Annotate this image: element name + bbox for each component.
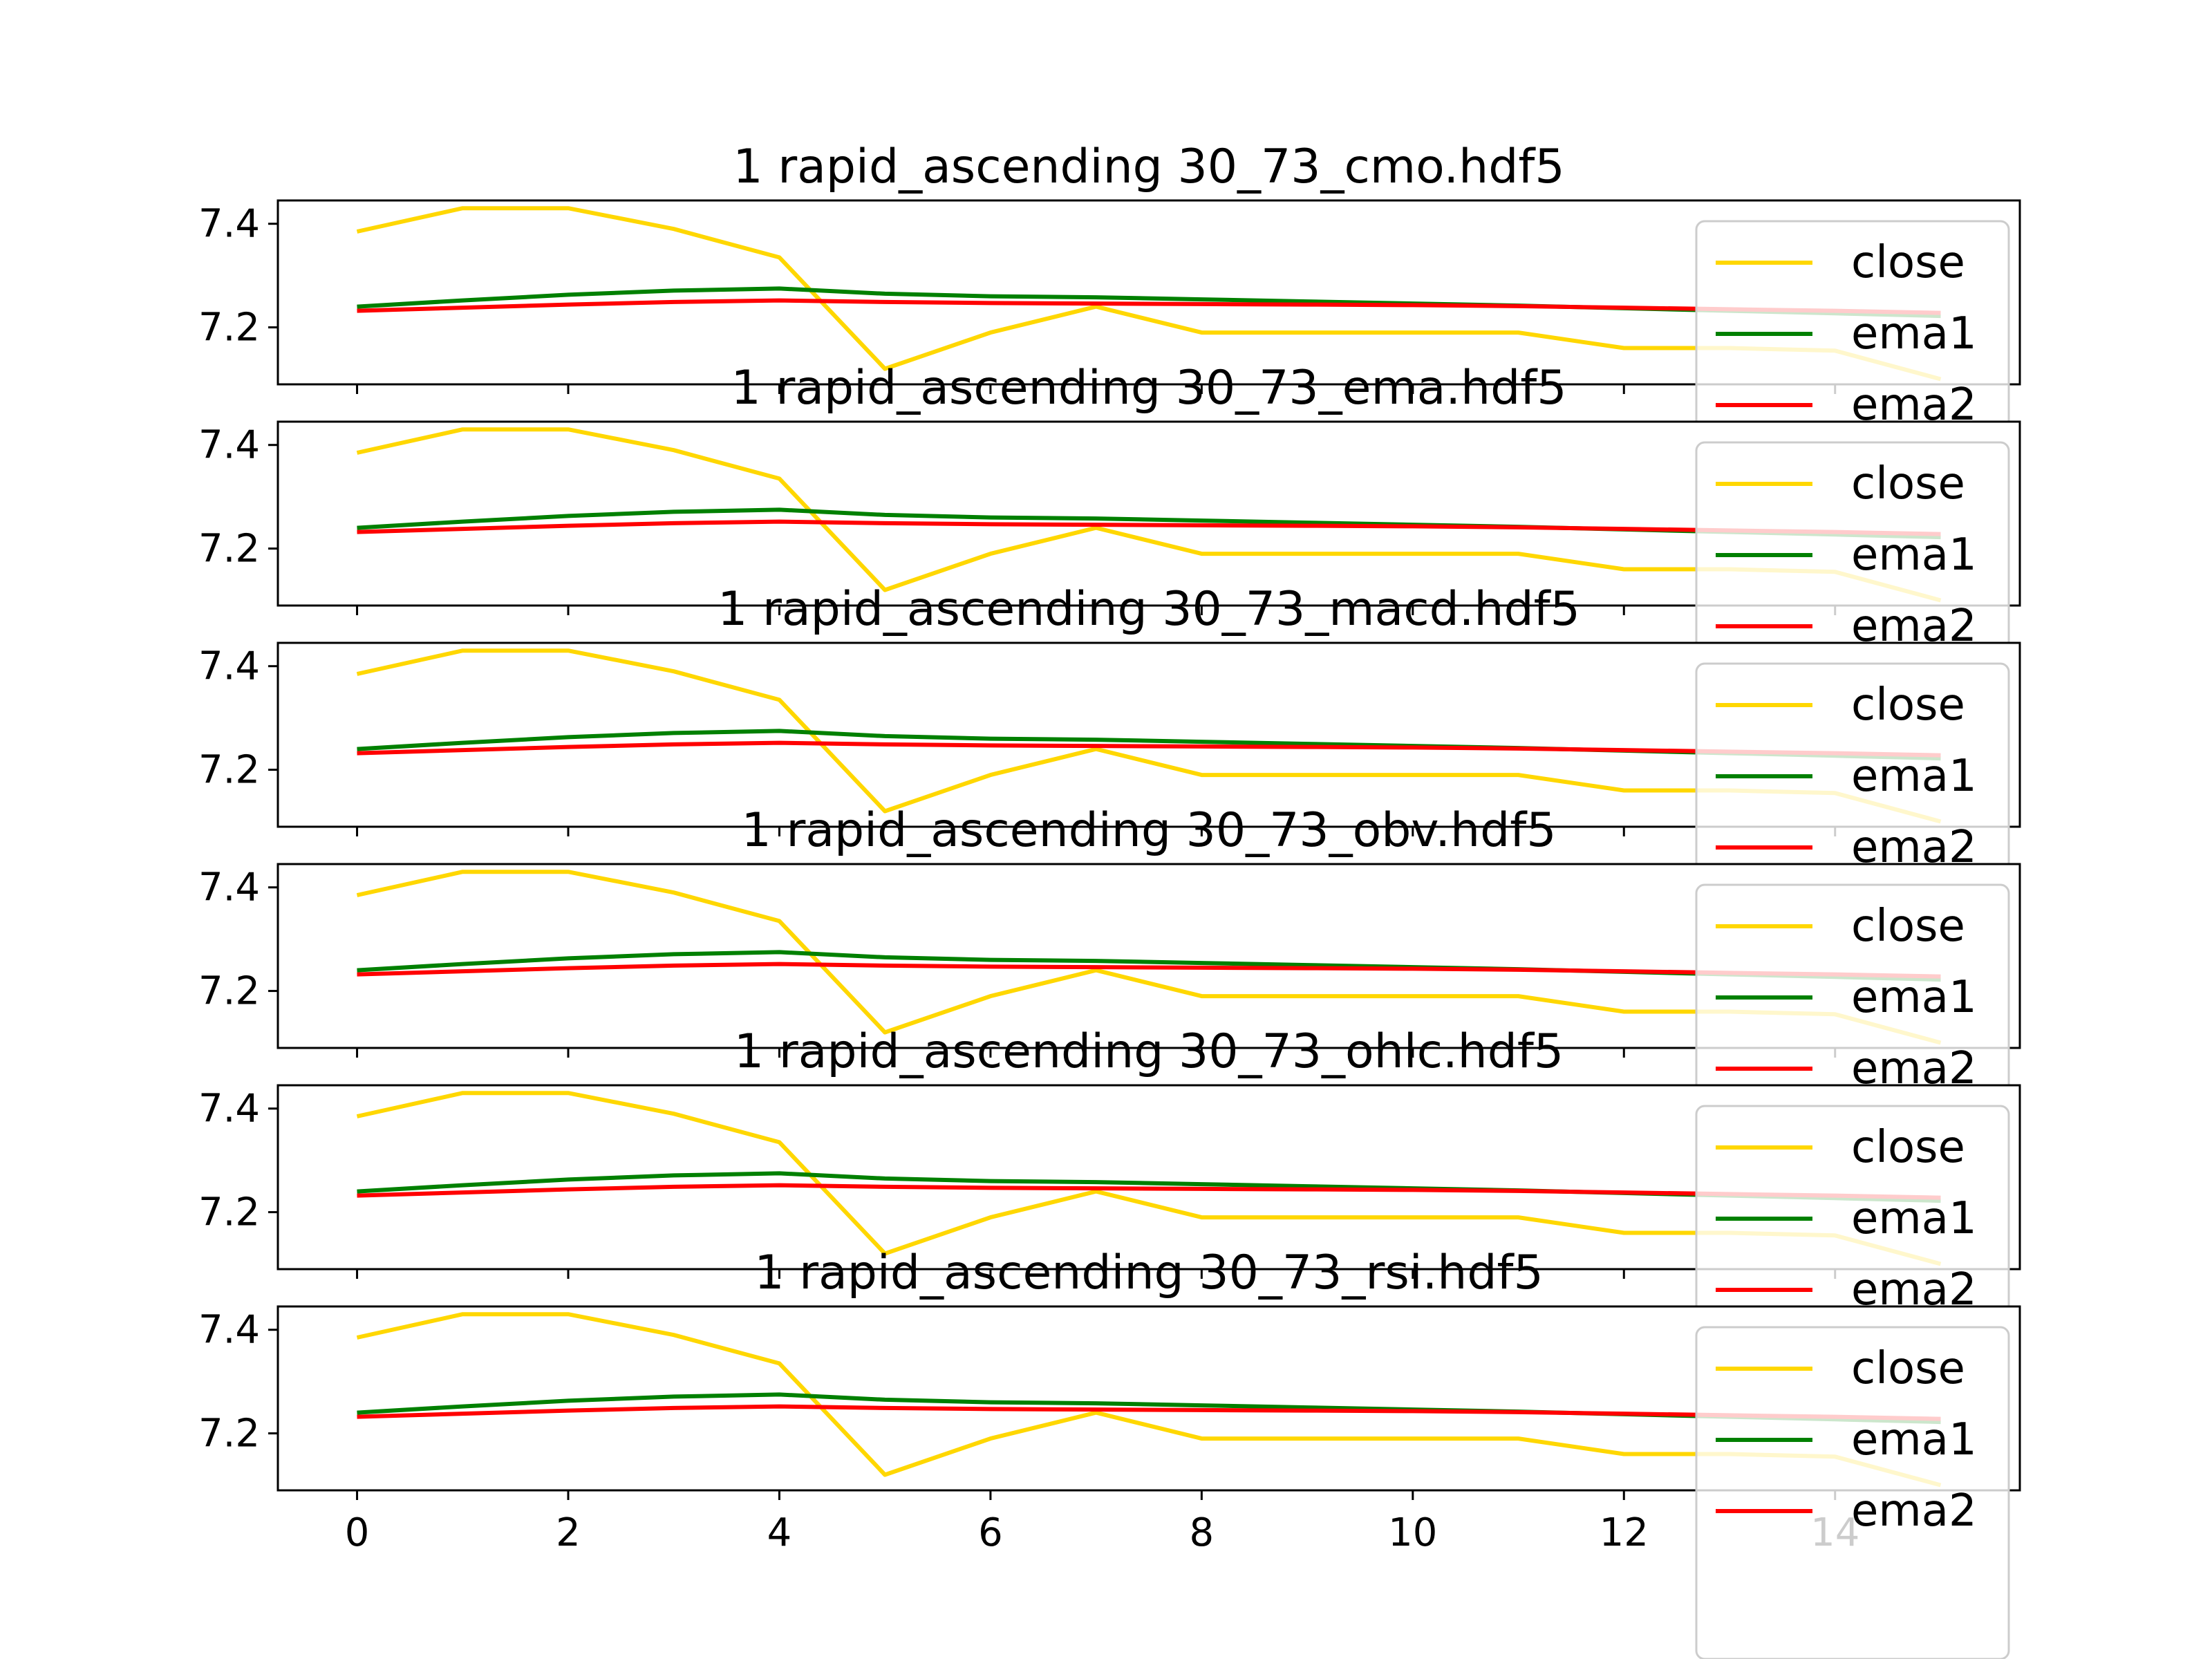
subplot-title: 1 rapid_ascending 30_73_ohlc.hdf5 (734, 1024, 1564, 1079)
subplot-title: 1 rapid_ascending 30_73_macd.hdf5 (718, 582, 1580, 637)
series-line-ema2 (357, 1404, 1941, 1421)
x-tick-label: 12 (1600, 1510, 1649, 1555)
series-line-close (356, 1312, 1942, 1488)
series-line-close (356, 206, 1942, 382)
y-tick-label: 7.4 (198, 1308, 260, 1353)
y-tick-label: 7.2 (198, 969, 260, 1014)
y-tick-label: 7.2 (198, 748, 260, 793)
subplot-grid: 1 rapid_ascending 30_73_cmo.hdf5 7.2 7.4 cl… (198, 140, 2021, 1659)
y-tick-label: 7.4 (198, 644, 260, 689)
legend-label-ema1: ema1 (1851, 972, 1977, 1023)
legend-label-ema1: ema1 (1851, 751, 1977, 802)
series-line-close (356, 648, 1942, 824)
legend-box (1695, 1326, 2010, 1659)
axes-frame (276, 641, 2021, 828)
x-tick-label: 8 (1190, 1510, 1215, 1555)
subplot-title: 1 rapid_ascending 30_73_rsi.hdf5 (754, 1246, 1544, 1300)
y-tick-label: 7.2 (198, 527, 260, 572)
series-line-ema2 (357, 962, 1941, 979)
legend-label-ema1: ema1 (1851, 308, 1977, 359)
axes-frame (276, 420, 2021, 607)
x-tick-label: 0 (345, 1510, 370, 1555)
x-tick-label: 2 (556, 1510, 581, 1555)
x-tick-label: 10 (1388, 1510, 1437, 1555)
legend-label-ema1: ema1 (1851, 1414, 1977, 1465)
legend-label-close: close (1851, 237, 1965, 288)
subplot-title: 1 rapid_ascending 30_73_ema.hdf5 (731, 361, 1567, 415)
legend-label-close: close (1851, 679, 1965, 731)
series-line-ema2 (357, 298, 1941, 315)
axes-frame (276, 863, 2021, 1049)
series-line-close (356, 870, 1942, 1045)
axes-frame (276, 199, 2021, 386)
y-tick-label: 7.4 (198, 423, 260, 468)
y-tick-label: 7.2 (198, 1412, 260, 1456)
series-line-close (356, 427, 1942, 603)
legend-label-ema2: ema2 (1851, 1485, 1977, 1537)
x-tick-label: 6 (978, 1510, 1003, 1555)
x-tick-label: 4 (767, 1510, 792, 1555)
axes-frame (276, 1305, 2021, 1492)
legend-label-close: close (1851, 901, 1965, 952)
legend-label-close: close (1851, 458, 1965, 509)
y-tick-label: 7.4 (198, 865, 260, 910)
legend-label-close: close (1851, 1343, 1965, 1394)
y-tick-label: 7.4 (198, 1087, 260, 1132)
legend-label-ema1: ema1 (1851, 1193, 1977, 1244)
axes-frame (276, 1084, 2021, 1271)
y-tick-label: 7.2 (198, 1190, 260, 1235)
subplot-6: 1 rapid_ascending 30_73_rsi.hdf5 7.2 7.4 0 2… (198, 1246, 2021, 1659)
series-line-close (356, 1091, 1942, 1266)
subplot-title: 1 rapid_ascending 30_73_cmo.hdf5 (733, 140, 1564, 194)
legend: close ema1 ema2 (1695, 1326, 2010, 1659)
legend-label-ema1: ema1 (1851, 529, 1977, 581)
legend-label-close: close (1851, 1122, 1965, 1173)
subplot-title: 1 rapid_ascending 30_73_obv.hdf5 (742, 803, 1557, 858)
y-tick-label: 7.2 (198, 306, 260, 350)
series-line-ema2 (357, 519, 1941, 536)
y-tick-label: 7.4 (198, 202, 260, 247)
series-line-ema2 (357, 1183, 1941, 1200)
series-line-ema2 (357, 740, 1941, 758)
